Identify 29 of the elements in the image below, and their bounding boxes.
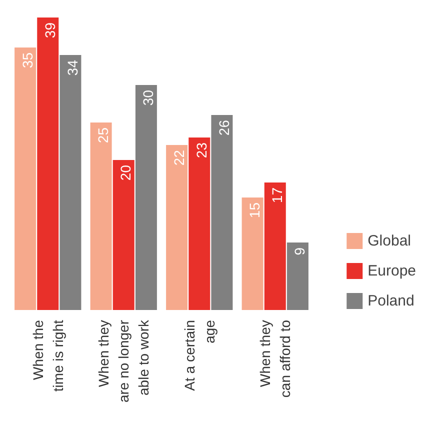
- bar: [135, 85, 157, 310]
- bar: [60, 55, 82, 310]
- data-label: 26: [216, 120, 232, 136]
- x-tick-label: When the time is right: [30, 320, 66, 392]
- data-label: 22: [170, 150, 187, 166]
- data-label: 34: [64, 60, 80, 76]
- data-label: 15: [246, 202, 263, 218]
- data-label: 9: [292, 247, 308, 256]
- bar: [112, 160, 134, 310]
- legend-label: Europe: [368, 262, 416, 280]
- data-label: 17: [269, 187, 286, 204]
- data-label: 25: [95, 127, 112, 144]
- bar: [14, 48, 36, 310]
- bar: [90, 122, 112, 310]
- data-label: 35: [19, 52, 36, 68]
- bar: [166, 145, 188, 310]
- bar: [188, 138, 210, 310]
- data-label: 30: [140, 90, 156, 106]
- bar: [286, 242, 308, 310]
- bar: [211, 115, 233, 310]
- x-tick-label: At a certain age: [181, 320, 218, 391]
- bar: [264, 182, 286, 310]
- data-label: 39: [42, 22, 58, 38]
- data-label: 23: [193, 142, 210, 158]
- legend-label: Poland: [368, 292, 414, 310]
- bar: [37, 18, 59, 310]
- bar: [242, 198, 264, 310]
- data-label: 20: [118, 164, 134, 181]
- legend-label: Global: [368, 232, 411, 250]
